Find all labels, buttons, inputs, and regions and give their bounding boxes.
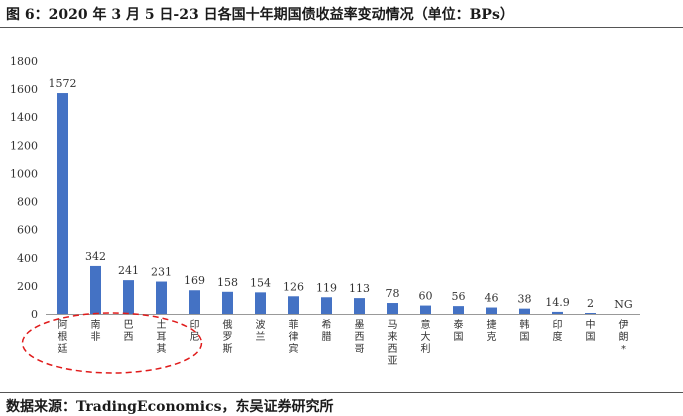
bar	[585, 313, 596, 314]
bar	[354, 298, 365, 314]
data-label: 342	[85, 250, 106, 263]
bar	[255, 292, 266, 314]
y-tick-label: 1800	[10, 55, 38, 68]
data-label: 78	[386, 287, 400, 300]
bar	[123, 280, 134, 314]
bar-chart: 0 200 400 600 800 1000 1200 1400 1600 1800 1572 34…	[10, 55, 640, 374]
data-label: 154	[250, 276, 271, 289]
data-label: 56	[452, 290, 466, 303]
category-label: 阿根廷	[58, 319, 68, 355]
top-rule	[0, 27, 683, 28]
y-tick-label: 1400	[10, 111, 38, 124]
category-label: 伊朗*	[619, 319, 629, 355]
data-label: 46	[485, 292, 499, 305]
bar	[387, 303, 398, 314]
category-label: 意大利	[421, 318, 431, 355]
data-label: NG	[614, 298, 632, 311]
category-label: 南非	[91, 318, 101, 343]
bar	[519, 308, 530, 314]
category-label: 俄罗斯	[223, 319, 233, 355]
y-tick-label: 600	[17, 224, 38, 237]
category-label: 巴西	[124, 319, 134, 343]
category-label: 墨西哥	[355, 319, 365, 355]
data-label: 14.9	[545, 296, 570, 309]
category-label: 菲律宾	[289, 319, 299, 355]
category-label: 印度	[553, 319, 563, 343]
data-label: 126	[283, 280, 304, 293]
data-label: 158	[217, 276, 238, 289]
category-label: 印尼	[190, 319, 200, 343]
category-label: 土耳其	[157, 318, 167, 355]
bar	[453, 306, 464, 314]
source-note: 数据来源：TradingEconomics，东吴证券研究所	[6, 399, 334, 415]
category-label: 捷克	[487, 318, 497, 343]
data-label: 38	[518, 293, 532, 306]
data-label: 60	[419, 290, 433, 303]
category-label: 韩国	[520, 318, 530, 343]
bar	[288, 296, 299, 314]
bottom-rule	[0, 392, 683, 393]
y-tick-label: 1200	[10, 139, 38, 152]
bar	[156, 281, 167, 314]
category-label: 中国	[586, 318, 596, 343]
data-labels: 1572 342 241 231 169 158 154 126 119 113 78 60 56 46 3…	[49, 77, 633, 311]
category-label: 马来西亚	[388, 319, 398, 367]
highlight-ellipse-shape	[21, 312, 203, 374]
highlight-ellipse	[21, 312, 203, 374]
figure-title: 图 6：2020 年 3 月 5 日-23 日各国十年期国债收益率变动情况（单位…	[6, 7, 514, 23]
y-axis: 0 200 400 600 800 1000 1200 1400 1600 1800	[10, 55, 38, 321]
bar	[486, 307, 497, 314]
bar	[189, 290, 200, 314]
y-tick-label: 0	[31, 308, 38, 321]
y-tick-label: 1000	[10, 167, 38, 180]
data-label: 241	[118, 264, 139, 277]
bar	[420, 305, 431, 314]
category-label: 波兰	[256, 318, 266, 343]
category-label: 希腊	[322, 318, 332, 343]
bar	[57, 93, 68, 315]
bar	[90, 265, 101, 314]
y-tick-label: 800	[17, 196, 38, 209]
bar	[321, 297, 332, 314]
data-label: 2	[587, 297, 594, 310]
y-tick-label: 200	[17, 280, 38, 293]
data-label: 169	[184, 274, 205, 287]
y-tick-label: 1600	[10, 83, 38, 96]
data-label: 113	[349, 282, 370, 295]
category-label: 泰国	[454, 318, 464, 343]
data-label: 119	[316, 281, 337, 294]
bar	[552, 311, 563, 314]
data-label: 231	[151, 266, 172, 279]
bar-series	[57, 93, 596, 315]
data-label: 1572	[49, 77, 77, 90]
y-tick-label: 400	[17, 252, 38, 265]
bar	[222, 291, 233, 314]
